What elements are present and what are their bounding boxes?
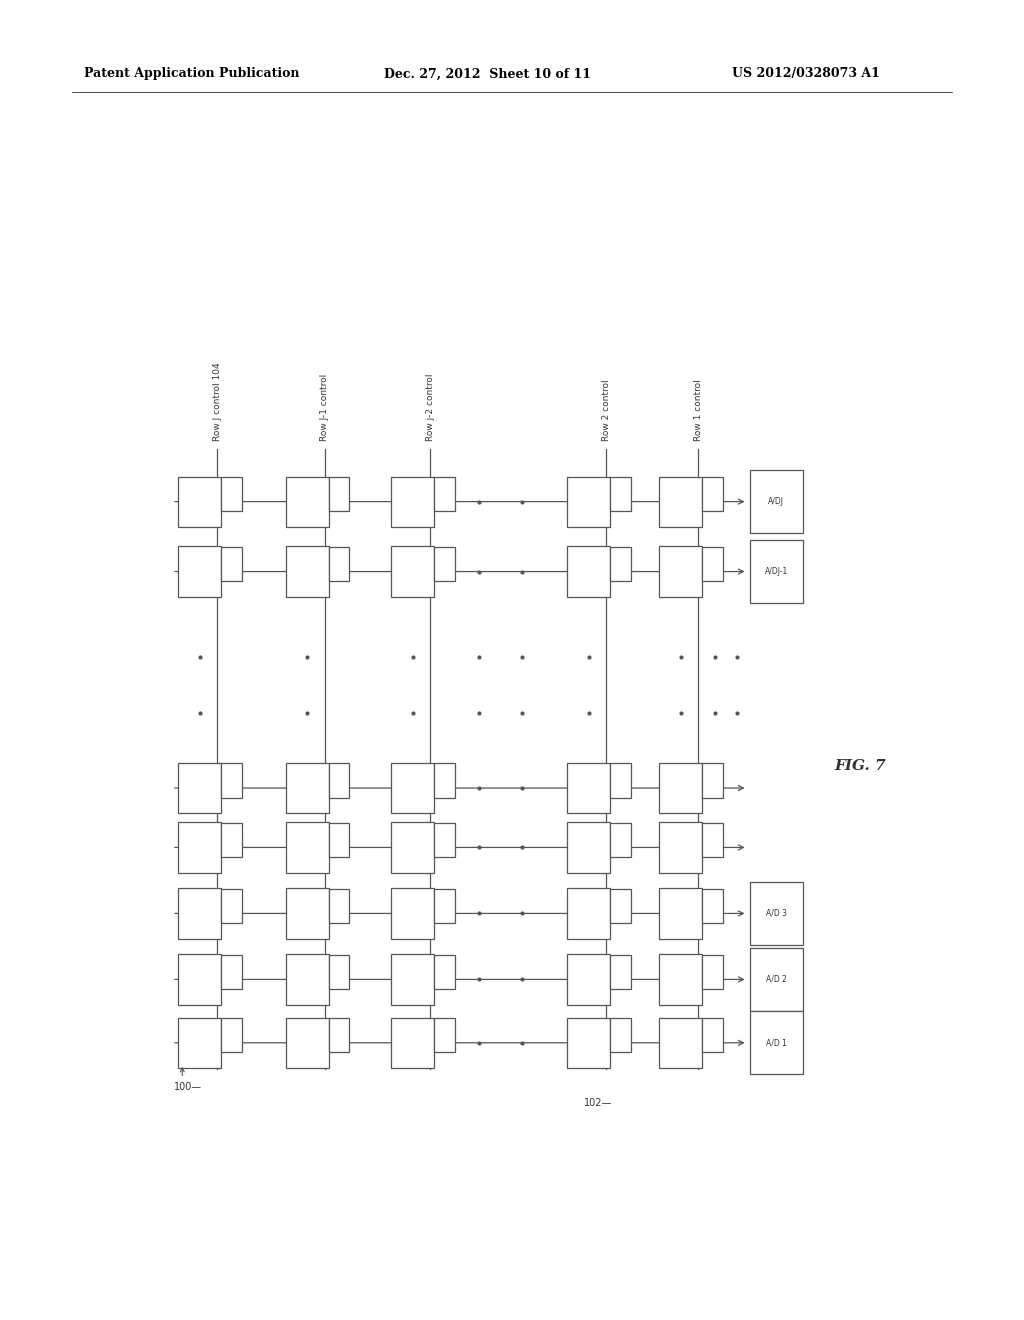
- Bar: [221, 546, 242, 581]
- Bar: [434, 477, 455, 511]
- Bar: [286, 822, 329, 873]
- Bar: [178, 546, 221, 597]
- Bar: [178, 477, 221, 527]
- Bar: [750, 540, 803, 603]
- Bar: [659, 477, 702, 527]
- Text: A/D 1: A/D 1: [766, 1039, 786, 1047]
- Bar: [434, 888, 455, 923]
- Bar: [610, 822, 631, 857]
- Bar: [659, 763, 702, 813]
- Bar: [567, 1018, 610, 1068]
- Bar: [750, 470, 803, 533]
- Bar: [567, 763, 610, 813]
- Bar: [610, 763, 631, 797]
- Text: US 2012/0328073 A1: US 2012/0328073 A1: [732, 67, 880, 81]
- Bar: [221, 954, 242, 989]
- Bar: [178, 822, 221, 873]
- Bar: [610, 888, 631, 923]
- Text: 100—: 100—: [174, 1082, 202, 1093]
- Text: A/DJ: A/DJ: [768, 498, 784, 506]
- Bar: [391, 477, 434, 527]
- Bar: [391, 822, 434, 873]
- Bar: [567, 822, 610, 873]
- Text: A/DJ-1: A/DJ-1: [765, 568, 787, 576]
- Bar: [659, 1018, 702, 1068]
- Bar: [221, 822, 242, 857]
- Bar: [178, 954, 221, 1005]
- Bar: [702, 477, 723, 511]
- Bar: [434, 822, 455, 857]
- Bar: [659, 822, 702, 873]
- Bar: [702, 822, 723, 857]
- Bar: [702, 954, 723, 989]
- Bar: [286, 954, 329, 1005]
- Bar: [702, 546, 723, 581]
- Text: Dec. 27, 2012  Sheet 10 of 11: Dec. 27, 2012 Sheet 10 of 11: [384, 67, 591, 81]
- Bar: [221, 888, 242, 923]
- Text: Row J-1 control: Row J-1 control: [321, 374, 329, 441]
- Bar: [221, 477, 242, 511]
- Bar: [221, 763, 242, 797]
- Text: Row 2 control: Row 2 control: [602, 379, 610, 441]
- Bar: [391, 954, 434, 1005]
- Bar: [702, 888, 723, 923]
- Text: A/D 2: A/D 2: [766, 975, 786, 983]
- Text: Row j-2 control: Row j-2 control: [426, 374, 434, 441]
- Bar: [391, 888, 434, 939]
- Bar: [567, 888, 610, 939]
- Text: Row J control 104: Row J control 104: [213, 362, 221, 441]
- Bar: [286, 1018, 329, 1068]
- Bar: [286, 477, 329, 527]
- Bar: [329, 888, 349, 923]
- Bar: [178, 888, 221, 939]
- Text: Row 1 control: Row 1 control: [694, 379, 702, 441]
- Bar: [391, 1018, 434, 1068]
- Bar: [659, 954, 702, 1005]
- Bar: [329, 477, 349, 511]
- Bar: [329, 546, 349, 581]
- Bar: [610, 477, 631, 511]
- Bar: [434, 954, 455, 989]
- Text: A/D 3: A/D 3: [766, 909, 786, 917]
- Bar: [391, 763, 434, 813]
- Bar: [659, 546, 702, 597]
- Bar: [286, 888, 329, 939]
- Bar: [567, 546, 610, 597]
- Text: Patent Application Publication: Patent Application Publication: [84, 67, 299, 81]
- Text: FIG. 7: FIG. 7: [835, 759, 886, 772]
- Bar: [434, 1018, 455, 1052]
- Bar: [702, 763, 723, 797]
- Bar: [329, 954, 349, 989]
- Bar: [610, 1018, 631, 1052]
- Bar: [610, 546, 631, 581]
- Bar: [286, 763, 329, 813]
- Text: 102—: 102—: [584, 1098, 612, 1109]
- Bar: [567, 477, 610, 527]
- Bar: [329, 1018, 349, 1052]
- Bar: [329, 822, 349, 857]
- Bar: [329, 763, 349, 797]
- Bar: [750, 882, 803, 945]
- Bar: [567, 954, 610, 1005]
- Bar: [221, 1018, 242, 1052]
- Bar: [702, 1018, 723, 1052]
- Bar: [659, 888, 702, 939]
- Bar: [434, 546, 455, 581]
- Bar: [286, 546, 329, 597]
- Bar: [434, 763, 455, 797]
- Bar: [391, 546, 434, 597]
- Bar: [610, 954, 631, 989]
- Bar: [178, 763, 221, 813]
- Bar: [178, 1018, 221, 1068]
- Bar: [750, 1011, 803, 1074]
- Bar: [750, 948, 803, 1011]
